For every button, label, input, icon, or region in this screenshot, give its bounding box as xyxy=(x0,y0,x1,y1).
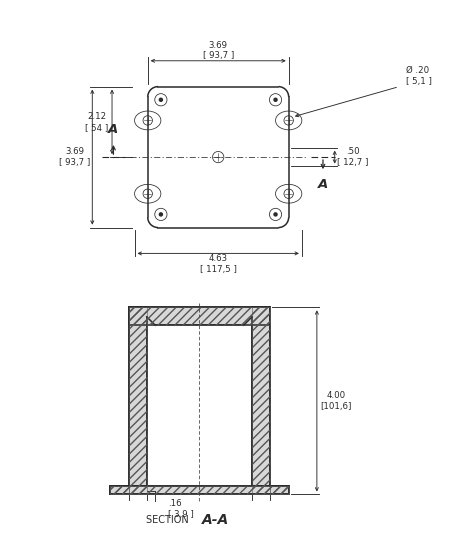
Bar xyxy=(129,308,147,486)
Circle shape xyxy=(159,213,163,216)
Bar xyxy=(270,486,289,494)
Bar xyxy=(129,308,147,486)
Bar xyxy=(129,308,270,325)
Bar xyxy=(252,308,270,486)
Bar xyxy=(252,486,270,494)
Text: 3.69
[ 93,7 ]: 3.69 [ 93,7 ] xyxy=(202,41,234,60)
Text: .16
[ 3,9 ]: .16 [ 3,9 ] xyxy=(168,499,194,519)
Circle shape xyxy=(274,213,277,216)
Bar xyxy=(252,308,270,486)
Text: SECTION: SECTION xyxy=(146,515,195,525)
Text: A: A xyxy=(318,178,328,191)
Bar xyxy=(110,486,129,494)
Text: A-A: A-A xyxy=(202,513,229,528)
Text: 3.69
[ 93,7 ]: 3.69 [ 93,7 ] xyxy=(59,147,90,167)
Bar xyxy=(129,486,147,494)
Text: A: A xyxy=(108,123,118,136)
Text: Ø .20
[ 5,1 ]: Ø .20 [ 5,1 ] xyxy=(406,66,432,86)
Bar xyxy=(110,486,289,494)
Bar xyxy=(110,486,289,494)
Bar xyxy=(129,308,270,325)
Circle shape xyxy=(159,98,163,101)
Text: .50
[ 12,7 ]: .50 [ 12,7 ] xyxy=(337,147,368,167)
Text: 4.00
[101,6]: 4.00 [101,6] xyxy=(320,391,351,411)
Bar xyxy=(110,486,129,494)
Bar xyxy=(270,486,289,494)
Bar xyxy=(129,486,147,494)
Text: 4.63
[ 117,5 ]: 4.63 [ 117,5 ] xyxy=(200,254,237,273)
Bar xyxy=(252,486,270,494)
Circle shape xyxy=(274,98,277,101)
Text: 2.12
[ 54 ]: 2.12 [ 54 ] xyxy=(85,112,109,132)
